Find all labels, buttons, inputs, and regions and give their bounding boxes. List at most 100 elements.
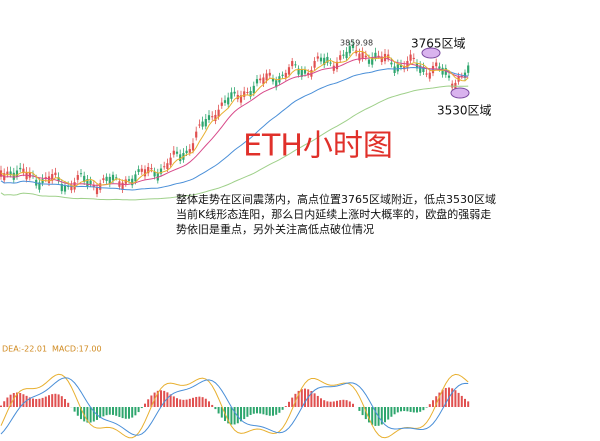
candle-body — [83, 175, 86, 182]
macd-bar — [6, 397, 9, 407]
candle-body — [374, 52, 377, 59]
candle-body — [28, 172, 31, 178]
candle-body — [255, 79, 259, 84]
macd-bar — [73, 407, 76, 412]
candle-body — [121, 182, 124, 191]
macd-bar — [51, 394, 54, 407]
candle-body — [307, 72, 310, 76]
candle-body — [140, 168, 143, 172]
macd-bar — [240, 407, 242, 422]
macd-bar — [217, 407, 220, 414]
candle-body — [396, 64, 399, 72]
macd-bar — [265, 407, 268, 416]
macd-bar — [259, 407, 262, 414]
macd-bar — [22, 394, 25, 407]
macd-bar — [412, 407, 415, 413]
candle-body — [313, 60, 316, 68]
macd-bar — [409, 407, 412, 412]
price-pane — [0, 40, 470, 201]
candle-body — [297, 68, 300, 75]
candle-body — [6, 171, 9, 175]
candle-body — [0, 170, 3, 177]
macd-bar — [464, 398, 466, 407]
macd-bar — [9, 394, 12, 407]
candle-body — [399, 64, 403, 68]
macd-bar — [156, 390, 159, 407]
candle-body — [227, 97, 230, 105]
macd-bar — [291, 397, 294, 407]
macd-bar — [336, 400, 338, 407]
candle-body — [425, 73, 428, 75]
candle-body — [460, 75, 463, 77]
macd-bar — [416, 407, 418, 413]
macd-bar — [89, 407, 92, 423]
macd-bar — [278, 407, 281, 413]
macd-bar — [208, 401, 210, 407]
candle-body — [287, 67, 291, 75]
candle-body — [233, 91, 236, 94]
macd-bar — [86, 407, 89, 423]
candle-body — [348, 46, 351, 54]
candle-body — [303, 69, 307, 74]
macd-bar — [115, 407, 118, 416]
macd-bar — [275, 407, 278, 415]
candle-body — [38, 182, 41, 190]
macd-bar — [169, 394, 172, 407]
low-zone-marker — [450, 87, 470, 99]
macd-bar — [108, 407, 111, 415]
macd-bar — [60, 396, 63, 407]
macd-label: MACD:17.00 — [52, 345, 102, 354]
candle-body — [198, 124, 201, 126]
macd-bar — [396, 407, 399, 413]
candle-body — [291, 61, 294, 67]
macd-bar — [48, 395, 50, 407]
macd-bar — [393, 407, 396, 415]
macd-bar — [166, 392, 169, 407]
macd-bar — [105, 407, 108, 416]
macd-bar — [179, 399, 182, 407]
candle-body — [220, 102, 223, 106]
candle-body — [179, 154, 182, 162]
macd-bar — [454, 390, 457, 407]
macd-bar — [176, 398, 178, 407]
macd-bar — [19, 392, 22, 407]
candle-body — [143, 169, 147, 177]
commentary-line: 当前K线形态连阳，那么日内延续上涨时大概率的，欧盘的强弱走 — [176, 207, 491, 221]
candle-body — [246, 91, 249, 93]
ma-line — [0, 50, 469, 188]
macd-bar — [172, 396, 175, 407]
zone-label: 3530区域 — [437, 104, 492, 118]
macd-bar — [57, 394, 60, 407]
macd-bar — [211, 404, 214, 407]
macd-bar — [368, 407, 370, 423]
macd-bar — [134, 407, 137, 416]
macd-bar — [67, 402, 70, 407]
macd-bar — [310, 391, 313, 407]
macd-bar — [352, 403, 354, 407]
candle-body — [137, 169, 140, 173]
candle-body — [281, 74, 284, 76]
candle-body — [380, 56, 383, 63]
macd-bar — [329, 401, 332, 407]
candle-body — [371, 57, 374, 65]
candle-body — [108, 176, 111, 185]
macd-bar — [432, 400, 434, 407]
candle-body — [435, 62, 438, 67]
candle-body — [70, 185, 73, 191]
candle-body — [166, 163, 169, 169]
candle-body — [412, 57, 415, 59]
macd-bar — [403, 407, 406, 412]
candle-body — [390, 62, 393, 65]
candle-body — [9, 171, 12, 175]
candle-body — [188, 149, 191, 153]
macd-bar — [96, 407, 98, 420]
candle-body — [105, 176, 108, 181]
macd-bar — [358, 407, 361, 411]
macd-bar — [246, 407, 249, 417]
candle-body — [265, 73, 268, 81]
macd-bar — [348, 401, 351, 407]
macd-bar — [243, 407, 246, 420]
candle-body — [230, 92, 233, 99]
candle-body — [60, 183, 63, 192]
macd-bar — [428, 404, 431, 407]
